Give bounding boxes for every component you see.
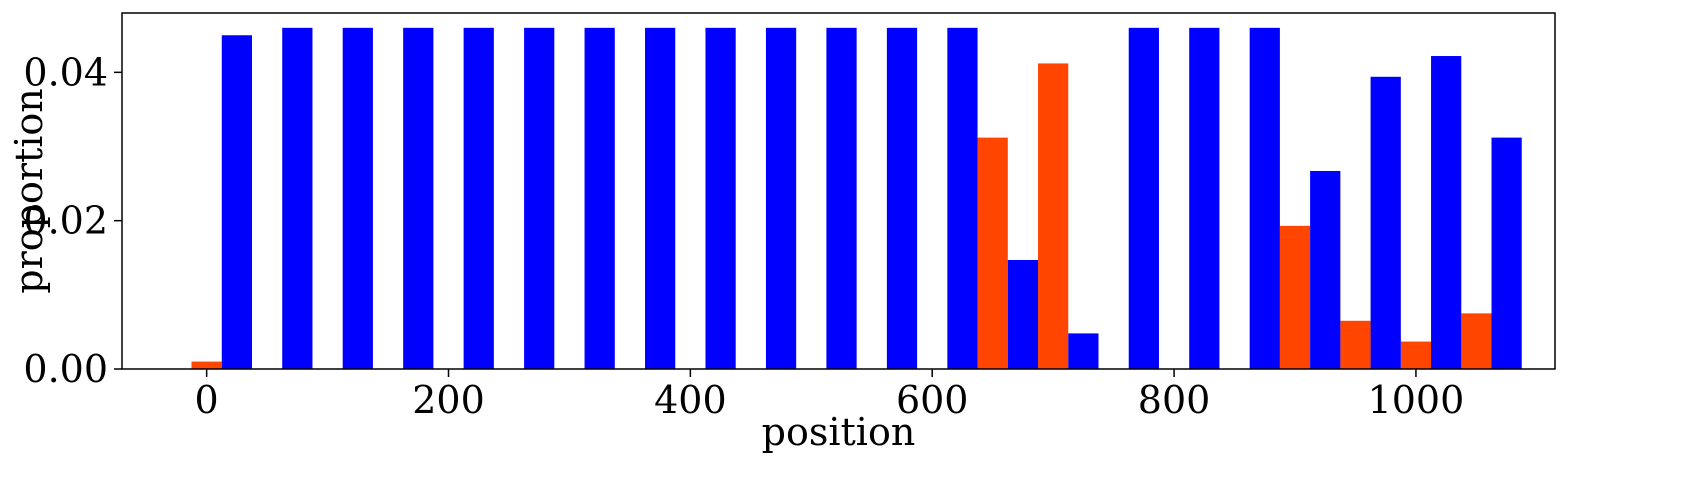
bar-blue-7 bbox=[645, 27, 676, 369]
bar-blue-14 bbox=[1068, 333, 1099, 369]
bar-blue-20 bbox=[1431, 56, 1462, 370]
bar-blue-17 bbox=[1249, 27, 1280, 369]
bar-blue-21 bbox=[1491, 137, 1522, 369]
bar-blue-8 bbox=[705, 27, 736, 369]
bar-orange-3 bbox=[1279, 225, 1311, 369]
bar-blue-13 bbox=[1007, 259, 1039, 369]
x-tick-label: 200 bbox=[412, 378, 485, 422]
bar-blue-1 bbox=[282, 27, 313, 369]
x-tick-label: 800 bbox=[1138, 378, 1211, 422]
bar-orange-4 bbox=[1340, 320, 1371, 369]
bar-orange-2 bbox=[1038, 63, 1069, 369]
y-axis: 0.00 0.02 0.04 bbox=[23, 50, 122, 391]
bar-blue-18 bbox=[1310, 170, 1341, 369]
bar-blue-6 bbox=[584, 27, 615, 369]
bar-blue-9 bbox=[765, 27, 797, 369]
x-axis-title: position bbox=[762, 410, 916, 454]
bar-blue-16 bbox=[1189, 27, 1220, 369]
x-axis: 0 200 400 600 800 1000 bbox=[195, 369, 1465, 422]
bar-orange-5 bbox=[1400, 341, 1432, 369]
bar-orange-0 bbox=[191, 361, 222, 369]
x-tick-label: 400 bbox=[654, 378, 727, 422]
bar-blue-19 bbox=[1370, 76, 1401, 370]
bar-orange-6 bbox=[1461, 313, 1492, 369]
bar-blue-3 bbox=[403, 27, 434, 369]
y-axis-title: proportion bbox=[7, 88, 51, 294]
x-tick-label: 1000 bbox=[1368, 378, 1465, 422]
bar-blue-0 bbox=[221, 35, 252, 369]
bar-orange-1 bbox=[977, 137, 1008, 369]
bar-blue-15 bbox=[1128, 27, 1159, 369]
bar-blue-10 bbox=[826, 27, 857, 369]
bars-layer bbox=[191, 27, 1522, 370]
x-tick-label: 600 bbox=[896, 378, 969, 422]
x-tick-label: 0 bbox=[195, 378, 219, 422]
bar-blue-11 bbox=[886, 27, 918, 369]
y-tick-label: 0.02 bbox=[23, 199, 108, 243]
bar-blue-5 bbox=[524, 27, 555, 369]
y-tick-label: 0.04 bbox=[23, 50, 108, 94]
bar-blue-2 bbox=[342, 27, 373, 369]
y-tick-label: 0.00 bbox=[23, 347, 108, 391]
bar-blue-12 bbox=[947, 27, 978, 369]
bar-blue-4 bbox=[463, 27, 494, 369]
plot-frame bbox=[121, 12, 1556, 370]
